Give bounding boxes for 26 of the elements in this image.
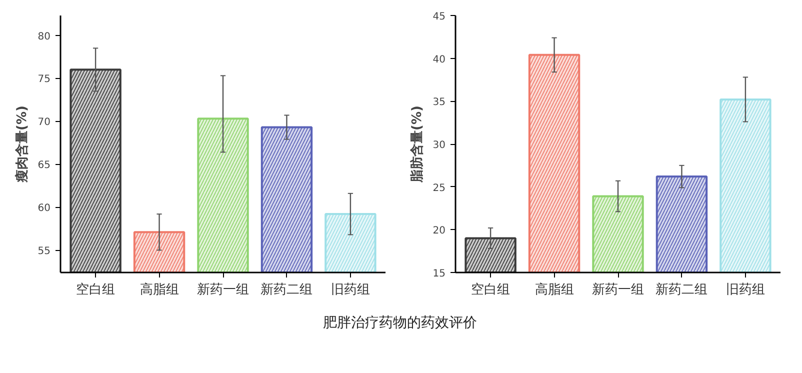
y-tick-label: 55 [38,246,51,258]
y-tick-label: 60 [38,203,51,214]
y-tick-label: 30 [432,140,446,151]
y-tick-label: 45 [432,12,446,22]
y-tick-label: 15 [432,268,446,280]
x-tick-label: 空白组 [471,282,510,298]
x-tick-label: 新药二组 [656,282,708,298]
y-tick-label: 80 [38,31,51,42]
text: 肥胖治疗药物的药效评价 [322,314,478,333]
y-axis-title: 脂肪含量(%) [408,106,425,184]
y-tick-label: 75 [38,74,51,86]
y-tick-label: 65 [38,160,51,172]
x-tick-label: 旧药组 [726,282,765,298]
x-tick-label: 高脂组 [140,282,179,298]
x-tick-label: 新药一组 [592,282,644,298]
y-tick-label: 35 [432,97,446,108]
y-tick-label: 40 [432,54,446,66]
y-tick-label: 20 [432,226,446,237]
x-tick-label: 高脂组 [534,282,574,298]
x-tick-label: 旧药组 [330,282,370,298]
y-axis-title: 瘦肉含量(%) [14,106,30,184]
x-tick-label: 新药一组 [197,282,249,298]
y-tick-label: 25 [432,182,446,194]
y-tick-label: 70 [38,117,51,128]
x-tick-label: 空白组 [76,282,116,298]
x-tick-label: 新药二组 [260,282,313,298]
